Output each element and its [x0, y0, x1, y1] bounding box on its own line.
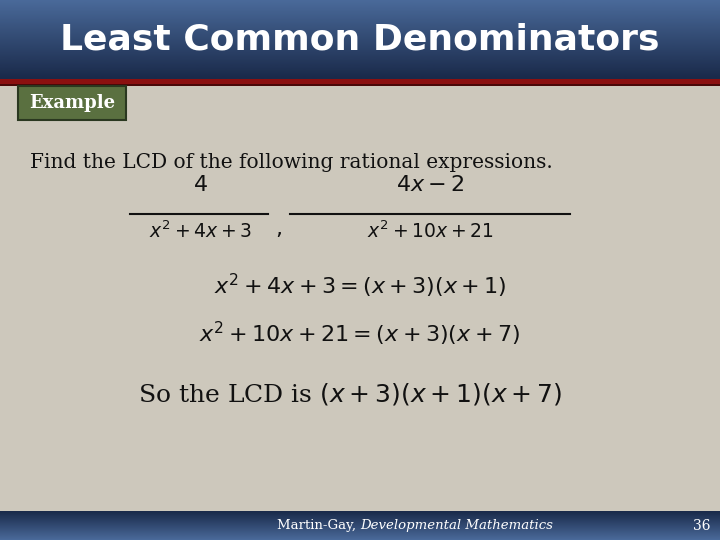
- Text: Example: Example: [29, 94, 115, 112]
- Text: $x^2+4x+3$: $x^2+4x+3$: [148, 220, 251, 241]
- Bar: [0, 79, 720, 84]
- Text: $x^2+4x+3=(x+3)(x+1)$: $x^2+4x+3=(x+3)(x+1)$: [214, 272, 506, 300]
- Text: Martin-Gay,: Martin-Gay,: [276, 519, 360, 532]
- Text: $x^2+10x+21$: $x^2+10x+21$: [366, 220, 493, 241]
- Text: Developmental Mathematics: Developmental Mathematics: [360, 519, 553, 532]
- Text: So the LCD is $(x+3)(x+1)(x+7)$: So the LCD is $(x+3)(x+1)(x+7)$: [138, 381, 562, 407]
- Bar: [0, 84, 720, 86]
- Text: Find the LCD of the following rational expressions.: Find the LCD of the following rational e…: [30, 152, 553, 172]
- Text: $4$: $4$: [192, 174, 207, 196]
- Text: Least Common Denominators: Least Common Denominators: [60, 23, 660, 57]
- Text: 36: 36: [693, 518, 711, 532]
- Text: $,$: $,$: [275, 218, 282, 240]
- FancyBboxPatch shape: [18, 86, 126, 120]
- Text: $x^2+10x+21=(x+3)(x+7)$: $x^2+10x+21=(x+3)(x+7)$: [199, 320, 521, 348]
- Text: $4x-2$: $4x-2$: [396, 174, 464, 196]
